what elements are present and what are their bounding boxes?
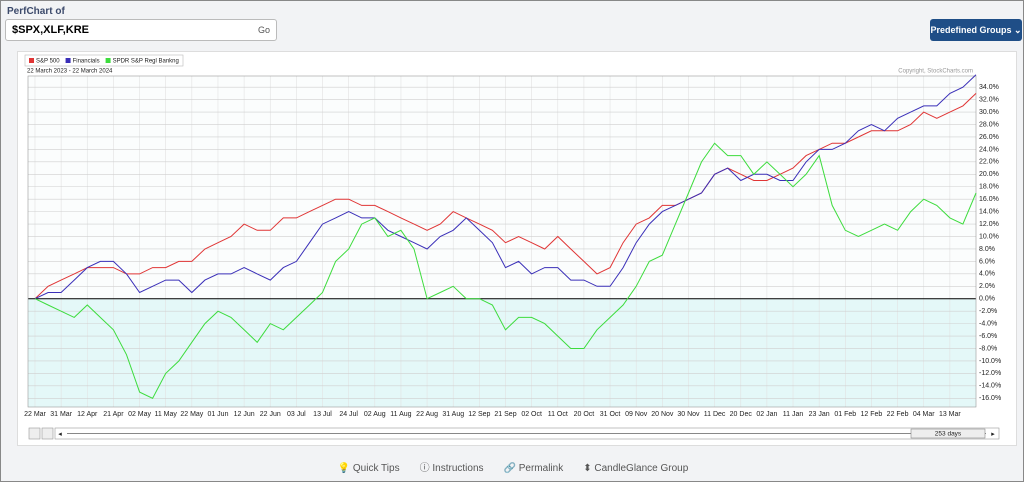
x-tick-label: 22 May: [180, 411, 203, 418]
x-tick-label: 21 Sep: [494, 411, 516, 418]
chart-type-icon: [28, 427, 41, 440]
x-tick-label: 22 Mar: [24, 411, 46, 418]
color-icon: [41, 427, 54, 440]
legend-swatch: [29, 58, 34, 63]
x-tick-label: 20 Nov: [651, 411, 674, 418]
x-tick-label: 11 Oct: [548, 411, 568, 418]
scroll-thumb: [910, 428, 986, 439]
y-tick-label: 16.0%: [979, 196, 999, 203]
x-tick-label: 23 Jan: [809, 411, 830, 418]
y-tick-label: 6.0%: [979, 258, 995, 265]
x-tick-label: 01 Feb: [834, 411, 856, 418]
x-tick-label: 09 Nov: [625, 411, 648, 418]
y-tick-label: -12.0%: [979, 370, 1001, 377]
scroll-right: ▸: [991, 431, 995, 438]
x-tick-label: 13 Mar: [939, 411, 961, 418]
x-tick-label: 04 Mar: [913, 411, 935, 418]
symbol-input[interactable]: $SPX,XLF,KRE Go: [5, 19, 277, 41]
y-tick-label: 26.0%: [979, 134, 999, 141]
button-label[interactable]: Predefined Groups: [930, 25, 1012, 35]
y-tick-label: 10.0%: [979, 233, 999, 240]
y-tick-label: -8.0%: [979, 345, 997, 352]
y-tick-label: 34.0%: [979, 84, 999, 91]
legend: S&P 500 Financials SPDR S&P Regl Bankng: [24, 54, 184, 67]
chart: 22 March 2023 - 22 March 2024 Copyright,…: [24, 54, 1001, 440]
y-tick-label: 18.0%: [979, 184, 999, 191]
footer: 💡 Quick Tips ⓘ Instructions 🔗 Permalink ⬍ C…: [1, 459, 1024, 474]
x-tick-label: 20 Oct: [574, 411, 595, 418]
footer-link[interactable]: ⬍ CandleGlance Group: [583, 463, 689, 474]
legend-label: SPDR S&P Regl Bankng: [113, 59, 179, 65]
x-tick-label: 13 Jul: [313, 411, 332, 418]
symbol-text[interactable]: $SPX,XLF,KRE: [12, 24, 90, 36]
period-label: 253 days: [935, 431, 962, 438]
x-tick-label: 12 Jun: [234, 411, 255, 418]
y-tick-label: 0.0%: [979, 296, 995, 303]
x-tick-label: 02 Oct: [521, 411, 542, 418]
x-tick-label: 31 Oct: [600, 411, 621, 418]
x-tick-label: 11 Dec: [704, 411, 726, 418]
x-tick-label: 22 Aug: [416, 411, 438, 418]
x-tick-label: 24 Jul: [339, 411, 358, 418]
plot-background-negative: [28, 298, 976, 407]
x-tick-label: 11 Aug: [390, 411, 411, 418]
y-tick-label: 22.0%: [979, 159, 999, 166]
plot-border: [27, 75, 977, 408]
x-tick-label: 12 Sep: [468, 411, 490, 418]
copyright: Copyright, StockCharts.com: [898, 69, 973, 75]
y-tick-label: 14.0%: [979, 208, 999, 215]
y-tick-label: 20.0%: [979, 171, 999, 178]
x-tick-label: 31 Mar: [50, 411, 72, 418]
legend-swatch: [65, 58, 71, 63]
x-tick-label: 20 Dec: [730, 411, 753, 418]
x-tick-label: 31 Aug: [442, 411, 464, 418]
x-tick-label: 01 Jun: [207, 411, 228, 418]
x-tick-label: 02 Jan: [756, 411, 777, 418]
y-tick-label: -6.0%: [979, 333, 997, 340]
y-tick-label: -4.0%: [979, 320, 997, 327]
series-line: [34, 74, 977, 300]
footer-link[interactable]: 💡 Quick Tips: [337, 463, 400, 474]
y-tick-label: -14.0%: [979, 383, 1001, 390]
legend-label: Financials: [73, 59, 100, 65]
y-tick-label: 4.0%: [979, 271, 995, 278]
x-tick-label: 22 Feb: [887, 411, 909, 418]
x-tick-label: 03 Jul: [287, 411, 306, 418]
legend-swatch: [105, 58, 111, 63]
y-tick-label: 12.0%: [979, 221, 999, 228]
footer-link[interactable]: 🔗 Permalink: [503, 463, 564, 474]
x-tick-label: 12 Apr: [77, 411, 98, 418]
x-tick-label: 21 Apr: [103, 411, 124, 418]
y-tick-label: 2.0%: [979, 283, 995, 290]
series-line: [34, 142, 977, 399]
x-tick-label: 12 Feb: [861, 411, 883, 418]
y-tick-label: 8.0%: [979, 246, 995, 253]
y-tick-label: -10.0%: [979, 358, 1001, 365]
legend-label: S&P 500: [36, 59, 60, 65]
y-tick-label: -16.0%: [979, 395, 1001, 402]
y-tick-label: 28.0%: [979, 121, 999, 128]
y-tick-label: -2.0%: [979, 308, 997, 315]
x-tick-label: 02 May: [128, 411, 151, 418]
y-tick-label: 30.0%: [979, 109, 999, 116]
scroll-left: ◂: [58, 431, 62, 438]
legend-box: [24, 54, 184, 67]
predefined-groups-button[interactable]: Predefined Groups ⌄: [930, 19, 1022, 41]
date-range: 22 March 2023 - 22 March 2024: [27, 69, 113, 75]
y-tick-label: 24.0%: [979, 146, 999, 153]
footer-link[interactable]: ⓘ Instructions: [419, 463, 484, 474]
y-tick-label: 32.0%: [979, 96, 999, 103]
x-tick-label: 11 May: [154, 411, 177, 418]
page-title: PerfChart of: [7, 6, 65, 17]
go-button[interactable]: Go: [257, 25, 270, 35]
x-tick-label: 02 Aug: [364, 411, 386, 418]
x-tick-label: 11 Jan: [783, 411, 804, 418]
x-tick-label: 22 Jun: [260, 411, 281, 418]
x-tick-label: 30 Nov: [677, 411, 700, 418]
